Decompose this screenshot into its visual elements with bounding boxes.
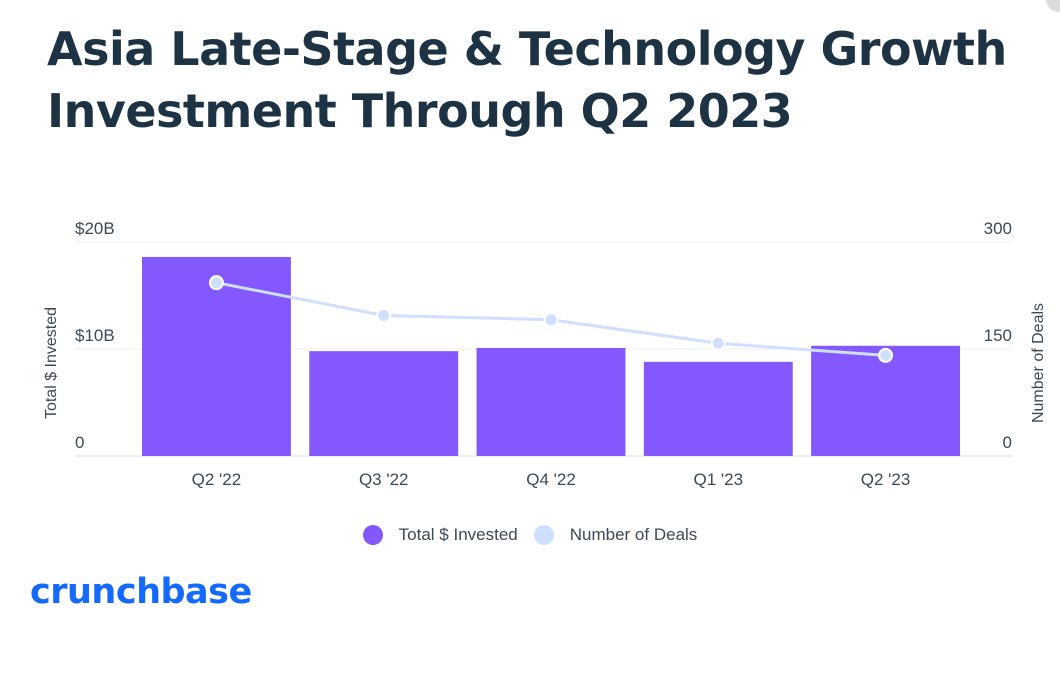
- bar-total-invested: [811, 345, 960, 456]
- legend-label-total-invested: Total $ Invested: [398, 525, 518, 544]
- legend-item-total-invested: Total $ Invested: [362, 525, 518, 545]
- legend-swatch-bar: [362, 525, 383, 545]
- chart-title: Asia Late-Stage & Technology Growth Inve…: [47, 18, 1027, 142]
- point-number-of-deals: [543, 312, 559, 328]
- x-tick-label: Q3 '22: [359, 470, 409, 489]
- y-tick-label-left: $10B: [75, 326, 115, 345]
- bar-total-invested: [309, 351, 459, 456]
- y-tick-label-left: 0: [75, 433, 84, 452]
- chart-legend: Total $ Invested Number of Deals: [0, 525, 1060, 545]
- legend-label-number-of-deals: Number of Deals: [569, 525, 698, 544]
- point-number-of-deals: [376, 307, 392, 323]
- y-tick-label-right: 150: [984, 326, 1012, 345]
- y-axis-title-right: Number of Deals: [1030, 303, 1047, 423]
- x-tick-label: Q4 '22: [526, 470, 576, 489]
- chart-title-line-2: Investment Through Q2 2023: [47, 84, 793, 138]
- y-axis-title-left: Total $ Invested: [43, 307, 60, 419]
- legend-item-number-of-deals: Number of Deals: [533, 525, 698, 545]
- x-tick-label: Q1 '23: [693, 470, 743, 489]
- combo-chart: 0 0 $10B 150 $20B 300 Q2 '22 Q3 '22 Q4 '22 Q1 '23…: [43, 219, 1047, 489]
- bar-total-invested: [476, 347, 626, 456]
- bar-total-invested: [643, 361, 793, 456]
- y-tick-label-right: 0: [1003, 433, 1012, 452]
- y-tick-label-left: $20B: [75, 219, 115, 238]
- crunchbase-logo: crunchbase: [30, 572, 252, 612]
- point-number-of-deals: [878, 347, 894, 363]
- chart-title-line-1: Asia Late-Stage & Technology Growth: [47, 22, 1007, 76]
- x-tick-label: Q2 '23: [861, 470, 911, 489]
- point-number-of-deals: [208, 275, 224, 291]
- x-tick-label: Q2 '22: [192, 470, 242, 489]
- point-number-of-deals: [710, 335, 726, 351]
- y-tick-label-right: 300: [984, 219, 1012, 238]
- legend-swatch-line: [533, 525, 554, 545]
